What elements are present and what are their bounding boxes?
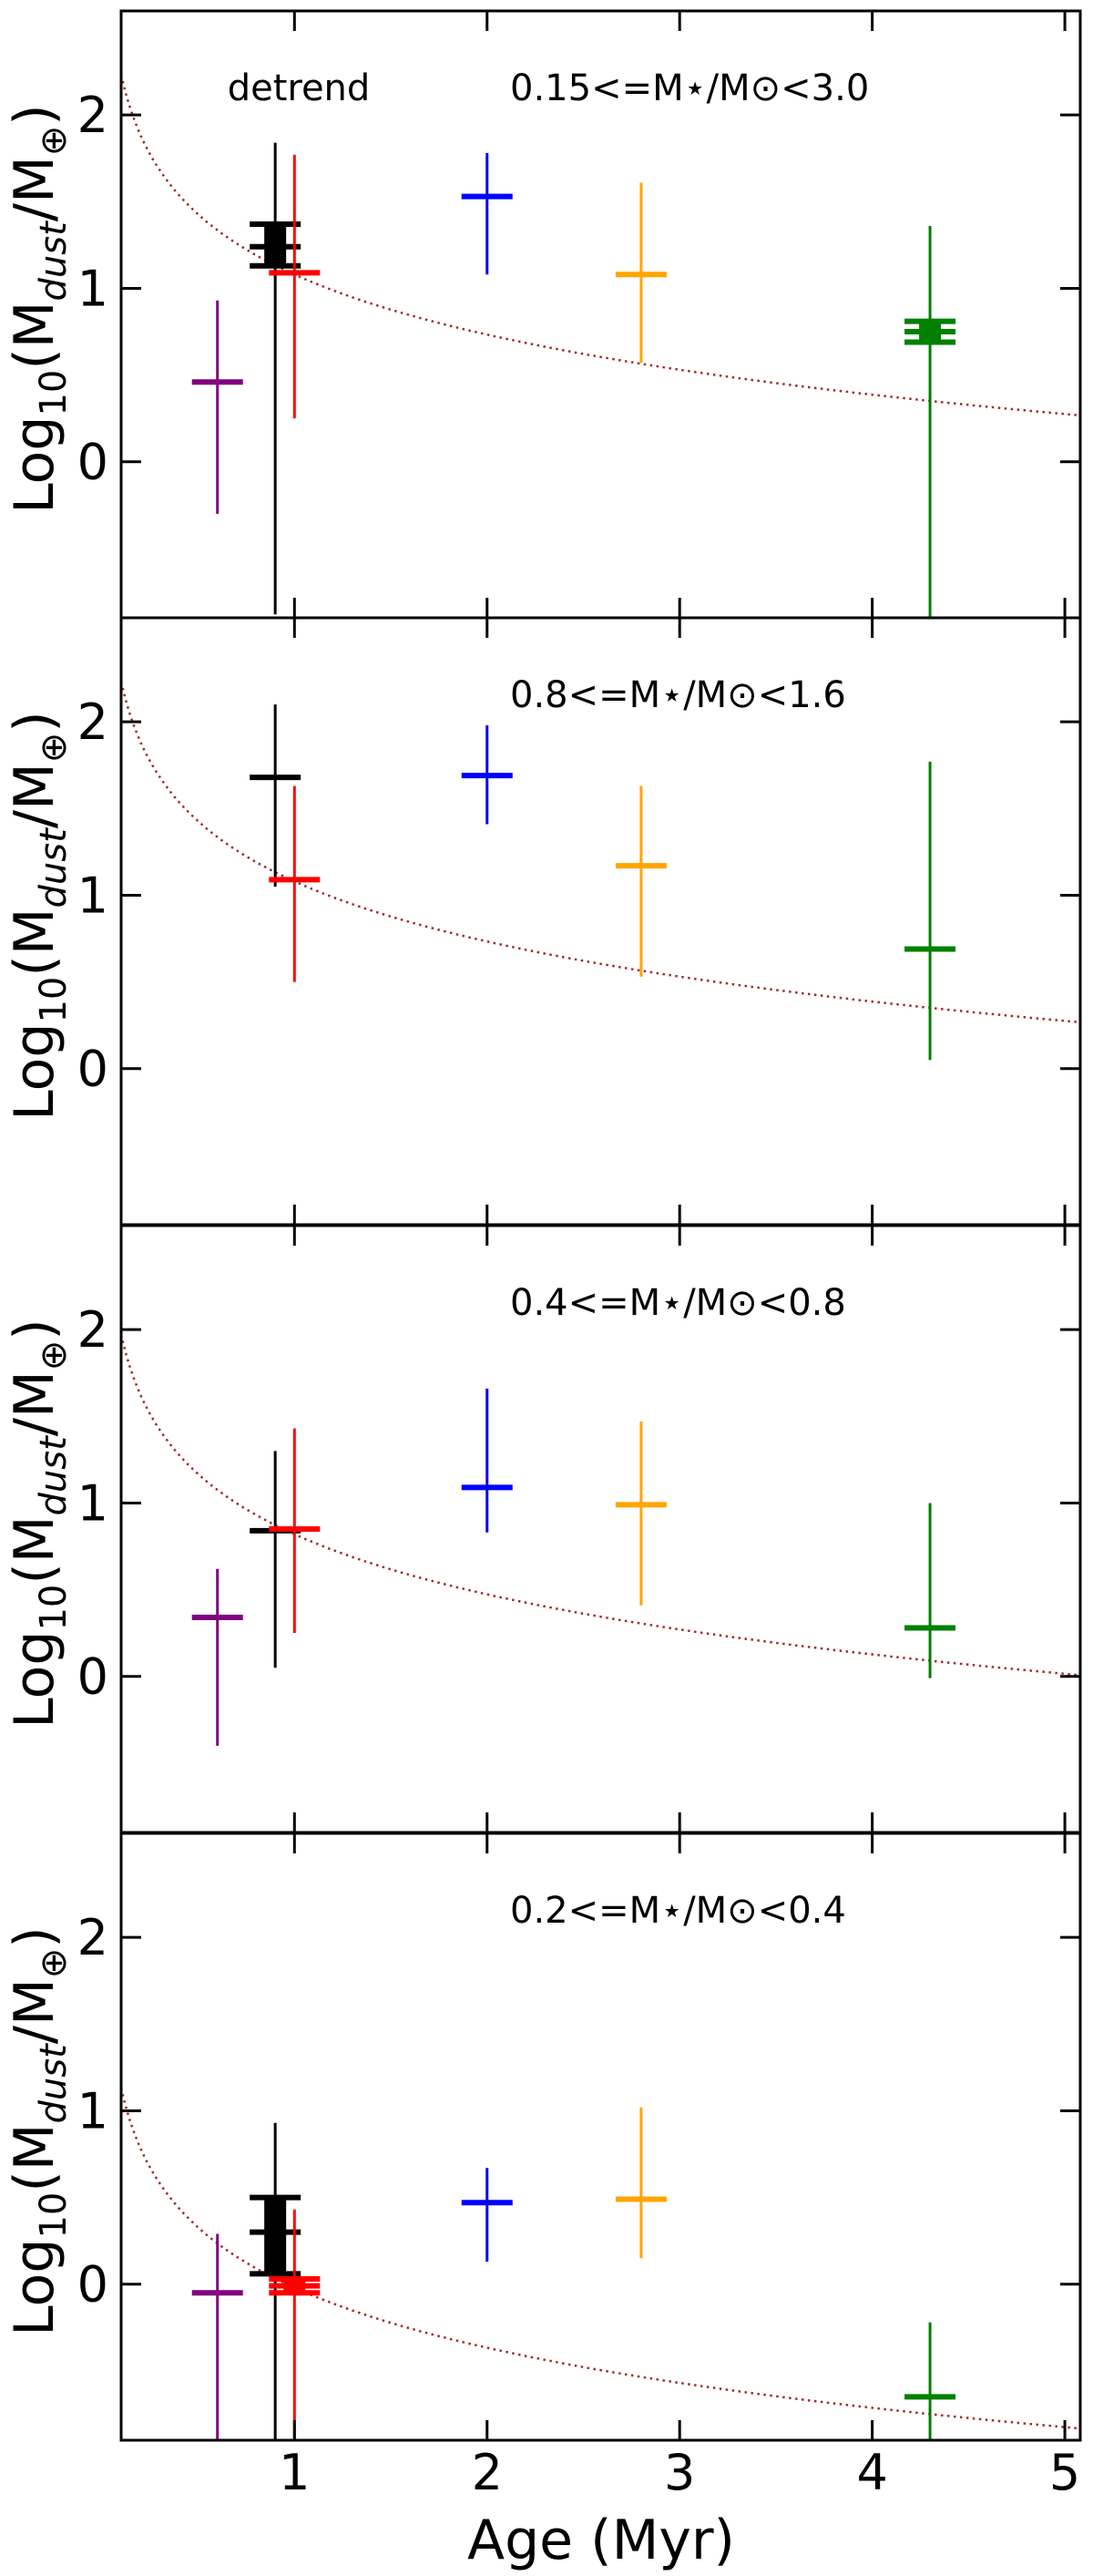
point-orange <box>615 785 667 977</box>
point-orange <box>615 2107 667 2259</box>
y-tick-label: 0 <box>77 2256 108 2314</box>
point-red <box>269 154 321 419</box>
panel-mass-label: 0.15<=M⋆/M⊙<3.0 <box>510 67 869 109</box>
y-tick-label: 0 <box>77 1648 108 1706</box>
y-tick-label: 2 <box>77 693 108 751</box>
point-orange <box>615 1421 667 1606</box>
point-black <box>250 704 301 887</box>
y-tick-label: 2 <box>77 87 108 144</box>
range-box-black <box>264 2197 287 2274</box>
y-title-part: Log <box>3 1023 66 1121</box>
point-blue <box>461 724 513 825</box>
y-title-part: ) <box>3 1926 66 1947</box>
y-title-part: /M <box>3 1978 66 2044</box>
y-title-sub: ⊕ <box>33 733 75 764</box>
point-green <box>904 225 956 618</box>
y-title-part: (M <box>3 2123 66 2191</box>
y-title-part: Log <box>3 416 66 514</box>
y-title-part: ) <box>3 104 66 125</box>
x-axis-title: Age (Myr) <box>467 2509 735 2572</box>
point-red <box>269 2209 321 2440</box>
panel-mass-label: 0.8<=M⋆/M⊙<1.6 <box>510 674 846 716</box>
panel-frame <box>119 1832 1082 2442</box>
x-tick-label: 1 <box>279 2444 310 2501</box>
point-red <box>269 1428 321 1634</box>
y-title-part: (M <box>3 301 66 369</box>
y-tick-label: 0 <box>77 434 108 491</box>
point-purple <box>191 300 243 514</box>
point-purple <box>191 2233 243 2440</box>
y-title-part: Log <box>3 1631 66 1729</box>
point-green <box>904 761 956 1061</box>
y-title-part: (M <box>3 1515 66 1584</box>
y-title-sub: 10 <box>33 1585 75 1631</box>
trend-line <box>121 1334 1080 1677</box>
x-tick-label: 5 <box>1049 2444 1080 2501</box>
y-tick-label: 1 <box>77 867 108 924</box>
y-title-sub: ⊕ <box>33 126 75 157</box>
y-title-part: /M <box>3 1370 66 1436</box>
point-blue <box>461 153 513 275</box>
y-title-part: /M <box>3 763 66 828</box>
panel-1: 0 1 2 0.15<=M⋆/M⊙<3.0 Log10(Mdust/M⊕) <box>3 9 1082 620</box>
panel-4: 1 2 3 4 5 0 1 2 0.2<=M⋆/M⊙<0.4 Log10(Mdust/M⊕) <box>3 1832 1082 2501</box>
y-axis-title: Log10(Mdust/M⊕) <box>3 1926 75 2335</box>
trend-line <box>121 681 1080 1024</box>
point-purple <box>191 1568 243 1746</box>
y-title-sub: 10 <box>33 370 75 416</box>
point-green <box>904 1503 956 1678</box>
panel-mass-label: 0.2<=M⋆/M⊙<0.4 <box>510 1890 846 1932</box>
x-tick-label: 4 <box>856 2444 887 2501</box>
y-title-sub: dust <box>33 221 75 302</box>
panel-mass-label: 0.4<=M⋆/M⊙<0.8 <box>510 1282 846 1324</box>
detrend-label: detrend <box>228 67 371 109</box>
y-title-part: ) <box>3 711 66 732</box>
y-title-sub: 10 <box>33 977 75 1023</box>
y-tick-label: 2 <box>77 1301 108 1359</box>
point-orange <box>615 182 667 364</box>
y-tick-label: 0 <box>77 1041 108 1098</box>
point-green <box>904 2322 956 2440</box>
y-title-part: ) <box>3 1319 66 1339</box>
y-title-part: Log <box>3 2239 66 2336</box>
x-tick-label: 2 <box>472 2444 503 2501</box>
y-tick-label: 1 <box>77 2082 108 2140</box>
y-title-sub: dust <box>33 827 75 908</box>
y-title-sub: 10 <box>33 2192 75 2239</box>
y-axis-title: Log10(Mdust/M⊕) <box>3 1319 75 1728</box>
point-black <box>250 142 301 615</box>
y-title-part: (M <box>3 908 66 976</box>
y-title-sub: dust <box>33 1435 75 1516</box>
panel-2: 0 1 2 0.8<=M⋆/M⊙<1.6 Log10(Mdust/M⊕) <box>3 616 1082 1226</box>
y-axis-title: Log10(Mdust/M⊕) <box>3 104 75 513</box>
y-tick-label: 1 <box>77 260 108 317</box>
y-tick-label: 2 <box>77 1909 108 1966</box>
point-blue <box>461 2168 513 2263</box>
trend-line <box>121 74 1080 417</box>
point-black <box>250 1451 301 1668</box>
trend-line <box>121 2088 1080 2430</box>
point-blue <box>461 1388 513 1533</box>
point-red <box>269 785 321 982</box>
y-title-part: /M <box>3 156 66 221</box>
y-title-sub: dust <box>33 2043 75 2124</box>
y-tick-label: 1 <box>77 1474 108 1532</box>
panel-3: 0 1 2 0.4<=M⋆/M⊙<0.8 Log10(Mdust/M⊕) <box>3 1224 1082 1834</box>
y-title-sub: ⊕ <box>33 1340 75 1371</box>
y-title-sub: ⊕ <box>33 1948 75 1979</box>
x-tick-label: 3 <box>664 2444 695 2501</box>
y-axis-title: Log10(Mdust/M⊕) <box>3 711 75 1120</box>
